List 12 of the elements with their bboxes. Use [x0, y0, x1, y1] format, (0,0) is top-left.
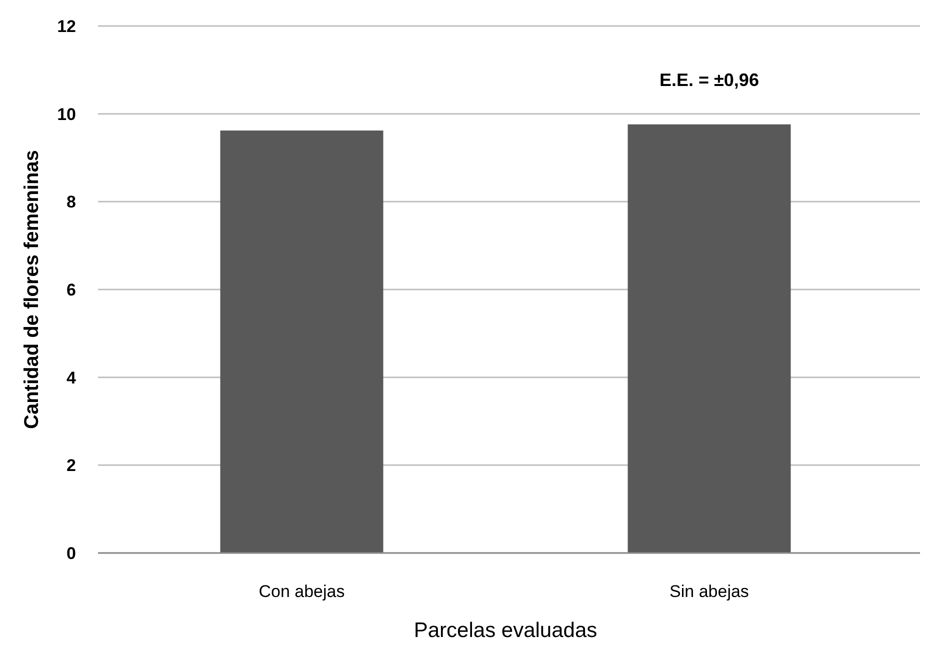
- y-tick-label: 12: [57, 16, 76, 36]
- y-tick-label: 6: [66, 280, 76, 300]
- y-tick-label: 0: [66, 544, 76, 563]
- annotation: E.E. = ±0,96: [660, 70, 759, 90]
- y-tick-label: 10: [57, 104, 76, 124]
- x-axis-title: Parcelas evaluadas: [414, 619, 598, 642]
- x-tick-label: Con abejas: [258, 582, 345, 601]
- x-tick-label: Sin abejas: [670, 582, 749, 601]
- y-axis-title: Cantidad de flores femeninas: [21, 150, 43, 429]
- y-tick-label: 4: [66, 368, 77, 388]
- y-tick-label: 2: [66, 456, 76, 476]
- y-tick-label: 8: [66, 192, 76, 212]
